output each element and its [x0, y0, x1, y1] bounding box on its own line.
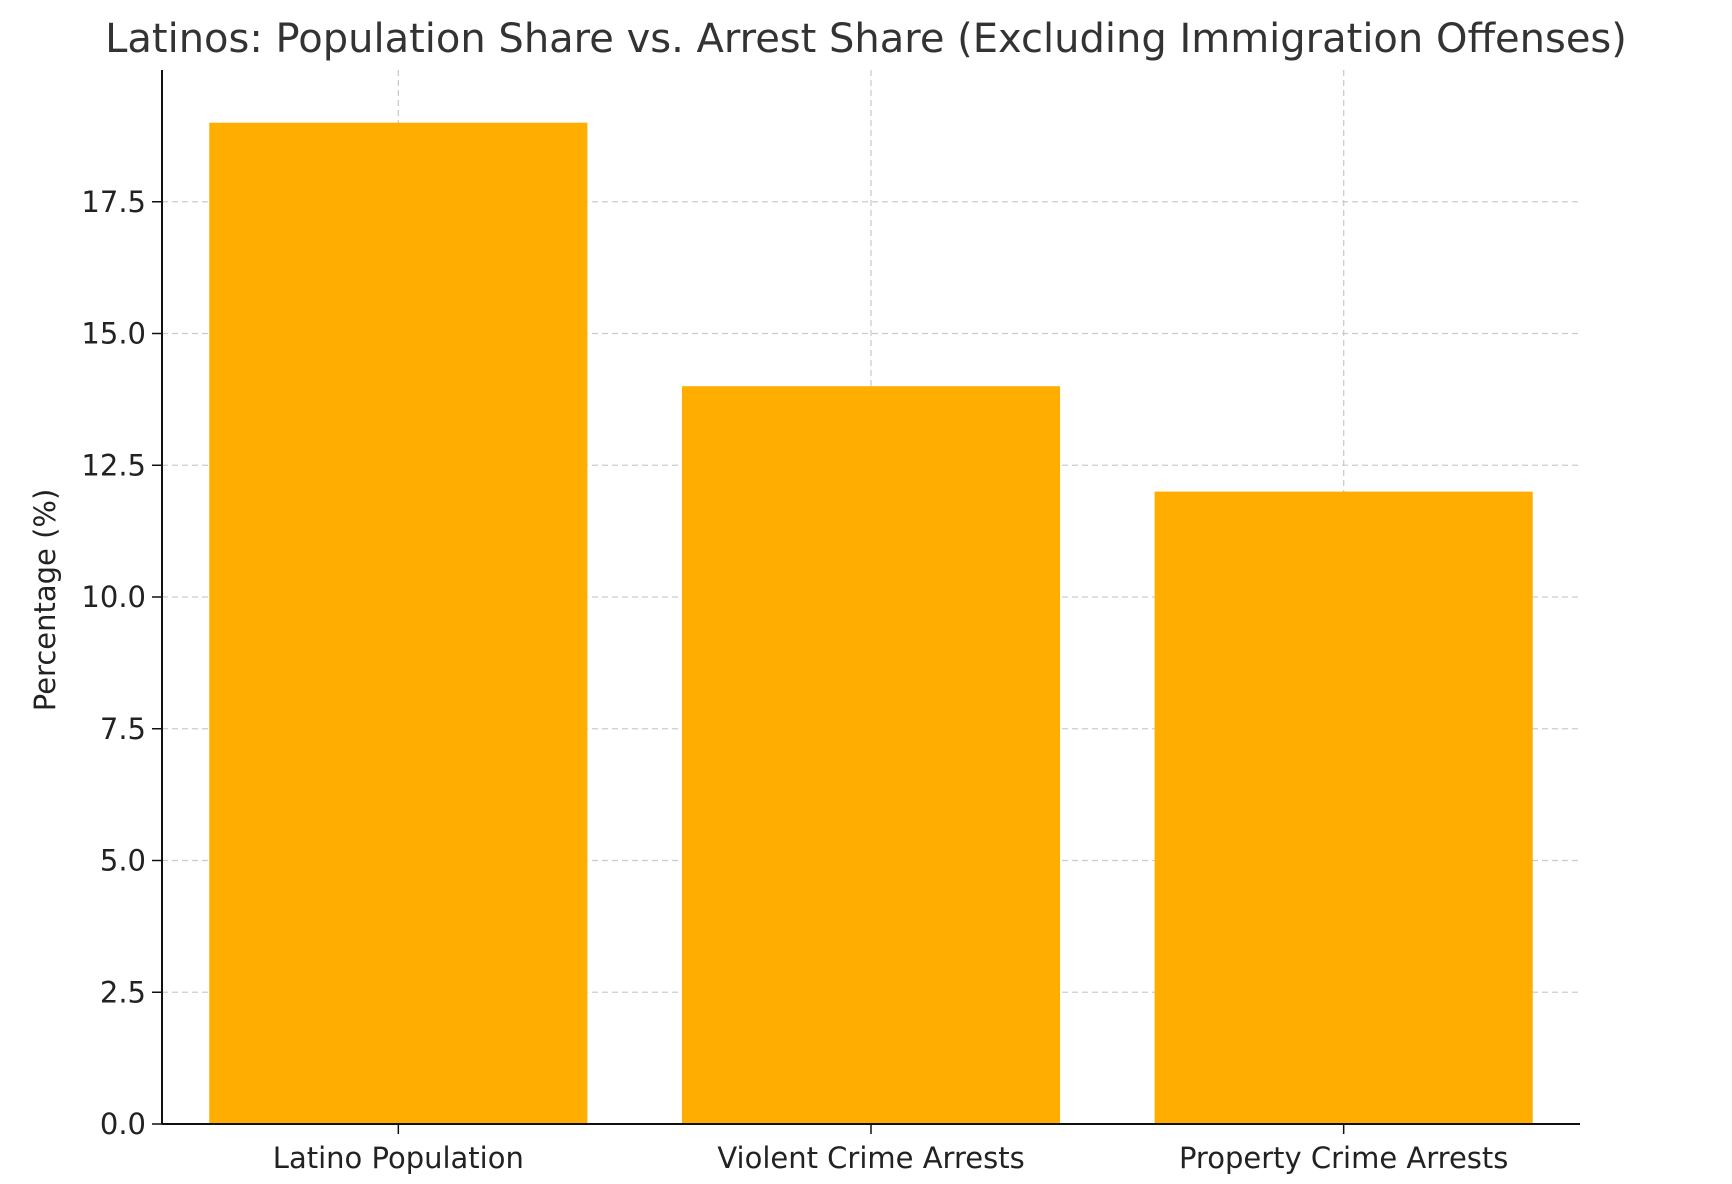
y-axis-label: Percentage (%) — [28, 489, 62, 712]
tick-labels: 0.0 2.5 5.0 7.5 10.0 12.5 15.0 17.5 Latino Popul… — [81, 185, 1508, 1175]
x-tick-label: Property Crime Arrests — [1179, 1141, 1508, 1175]
axes — [152, 70, 1580, 1134]
y-tick-label: 2.5 — [100, 975, 146, 1009]
bars — [209, 122, 1533, 1125]
y-tick-label: 10.0 — [81, 580, 146, 614]
chart-title: Latinos: Population Share vs. Arrest Sha… — [105, 16, 1627, 62]
y-tick-label: 12.5 — [81, 448, 146, 482]
y-tick-label: 17.5 — [81, 185, 146, 219]
y-tick-label: 15.0 — [81, 317, 146, 351]
y-tick-label: 0.0 — [100, 1107, 146, 1141]
x-tick-label: Latino Population — [273, 1141, 524, 1175]
x-tick-label: Violent Crime Arrests — [717, 1141, 1024, 1175]
bar — [209, 122, 588, 1124]
y-tick-label: 7.5 — [100, 712, 146, 746]
bar — [681, 386, 1061, 1124]
bar — [1154, 491, 1533, 1125]
y-tick-label: 5.0 — [100, 844, 146, 878]
